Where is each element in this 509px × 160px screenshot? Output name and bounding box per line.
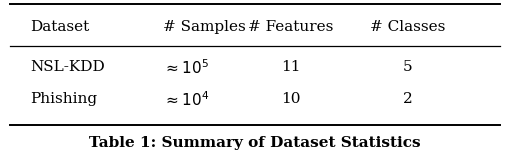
Text: # Samples: # Samples bbox=[163, 20, 245, 34]
Text: NSL-KDD: NSL-KDD bbox=[31, 60, 105, 74]
Text: 10: 10 bbox=[280, 92, 300, 106]
Text: Dataset: Dataset bbox=[31, 20, 90, 34]
Text: $\approx 10^5$: $\approx 10^5$ bbox=[163, 58, 209, 76]
Text: Table 1: Summary of Dataset Statistics: Table 1: Summary of Dataset Statistics bbox=[89, 136, 420, 150]
Text: $\approx 10^4$: $\approx 10^4$ bbox=[163, 90, 209, 108]
Text: # Features: # Features bbox=[247, 20, 333, 34]
Text: 5: 5 bbox=[403, 60, 412, 74]
Text: Phishing: Phishing bbox=[31, 92, 98, 106]
Text: 2: 2 bbox=[402, 92, 412, 106]
Text: # Classes: # Classes bbox=[370, 20, 445, 34]
Text: 11: 11 bbox=[280, 60, 300, 74]
